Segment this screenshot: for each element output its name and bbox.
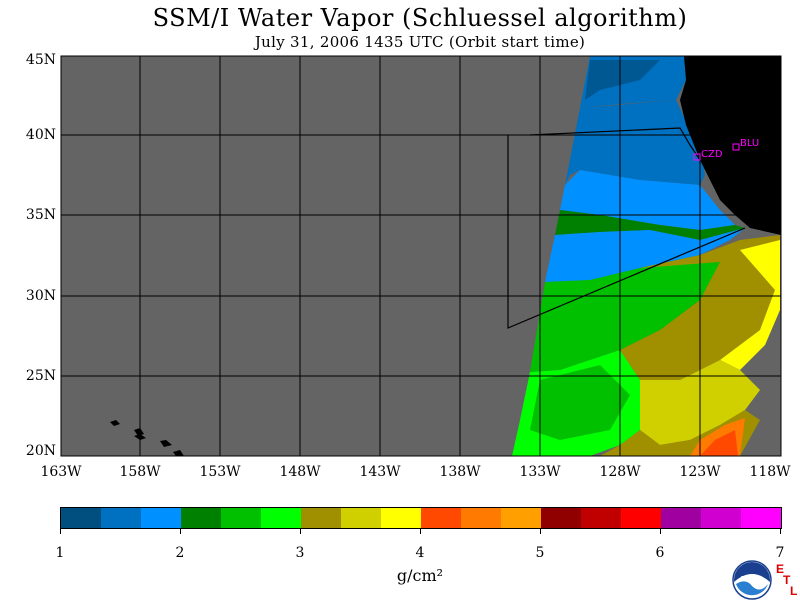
graticule (61, 56, 781, 456)
swath-band-green-north (555, 210, 745, 240)
etl-letter-l: L (790, 584, 798, 598)
region-outline (529, 127, 701, 161)
legend-color-segment (621, 508, 661, 528)
legend-color-segment (421, 508, 461, 528)
lat-label-35n: 35N (25, 207, 56, 223)
legend-color-segment (61, 508, 101, 528)
island-2 (134, 428, 144, 436)
legend-label-7: 7 (775, 545, 785, 561)
island-1 (110, 420, 120, 426)
legend-color-segment (381, 508, 421, 528)
legend-color-segment (221, 508, 261, 528)
legend-color-segment (101, 508, 141, 528)
legend-color-segment (181, 508, 221, 528)
legend-tick-4 (420, 528, 421, 534)
etl-letter-e: E (776, 562, 785, 576)
legend-tick-3 (300, 528, 301, 534)
lon-label-128w: 128W (599, 464, 641, 480)
swath-band-green-mid (530, 255, 720, 372)
swath-band-yellow (720, 240, 780, 370)
legend-color-segment (541, 508, 581, 528)
legend-color-segment (741, 508, 781, 528)
swath-band-green-core (530, 365, 630, 440)
etl-letter-t: T (783, 573, 791, 587)
legend-color-segment (661, 508, 701, 528)
legend-label-1: 1 (55, 545, 65, 561)
legend-tick-1 (60, 528, 61, 534)
lon-label-138w: 138W (439, 464, 481, 480)
legend-color-segment (701, 508, 741, 528)
legend-color-segment (341, 508, 381, 528)
legend-color-segment (461, 508, 501, 528)
legend-color-segment (501, 508, 541, 528)
legend-tick-5 (540, 528, 541, 534)
water-vapor-map: CZD BLU (60, 55, 782, 457)
lat-label-20n: 20N (25, 443, 56, 459)
units-label: g/cm² (396, 566, 444, 585)
swath-band-red-orange (700, 430, 738, 456)
legend-label-2: 2 (175, 545, 185, 561)
legend-label-3: 3 (295, 545, 305, 561)
station-marker-blu (732, 143, 740, 151)
lon-label-133w: 133W (519, 464, 561, 480)
station-label-blu: BLU (740, 138, 759, 149)
legend-label-6: 6 (655, 545, 665, 561)
svg-text:NOAA: NOAA (741, 575, 764, 583)
color-scale-bar (60, 507, 782, 529)
etl-logo-icon: E T L (774, 562, 800, 598)
lat-label-40n: 40N (25, 127, 56, 143)
island-5 (173, 450, 184, 456)
legend-color-segment (141, 508, 181, 528)
legend-label-5: 5 (535, 545, 545, 561)
station-marker-czd (693, 153, 701, 161)
lon-label-143w: 143W (359, 464, 401, 480)
lon-label-158w: 158W (119, 464, 161, 480)
legend-tick-7 (780, 528, 781, 534)
legend-color-segment (581, 508, 621, 528)
lat-label-45n: 45N (25, 52, 56, 68)
station-label-czd: CZD (701, 149, 723, 160)
legend-color-segment (301, 508, 341, 528)
swath-band-deep-blue (585, 60, 660, 100)
lon-label-118w: 118W (749, 464, 791, 480)
lon-label-153w: 153W (199, 464, 241, 480)
title: SSM/I Water Vapor (Schluessel algorithm) (152, 4, 688, 32)
land-north-america (680, 56, 781, 235)
lat-label-30n: 30N (25, 288, 56, 304)
map-frame (60, 55, 782, 457)
noaa-logo-icon: NOAA (732, 560, 772, 600)
legend-color-segment (261, 508, 301, 528)
subtitle: July 31, 2006 1435 UTC (Orbit start time… (254, 33, 586, 51)
legend-tick-2 (180, 528, 181, 534)
lon-label-123w: 123W (679, 464, 721, 480)
island-4 (160, 440, 172, 447)
lon-label-148w: 148W (279, 464, 321, 480)
legend-tick-6 (660, 528, 661, 534)
lat-label-25n: 25N (25, 368, 56, 384)
legend-label-4: 4 (415, 545, 425, 561)
swath-band-blue-2 (545, 228, 745, 282)
region-outline-west (507, 135, 746, 329)
swath-band-blue (565, 100, 705, 185)
lon-label-163w: 163W (40, 464, 82, 480)
